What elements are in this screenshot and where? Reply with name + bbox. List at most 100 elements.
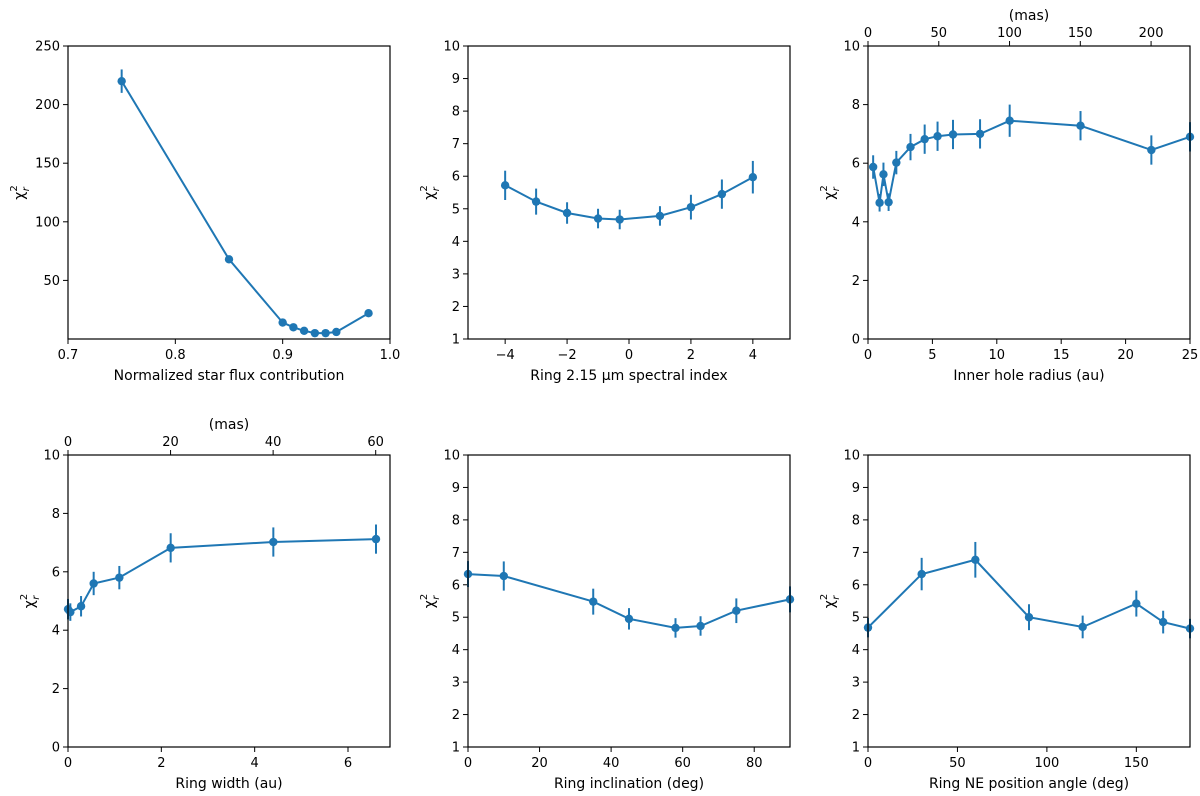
plot-frame — [67, 454, 391, 748]
data-point — [89, 579, 98, 588]
y-tick-label: 3 — [452, 676, 460, 691]
y-tick-label: 4 — [452, 643, 460, 658]
x-tick-label: 60 — [674, 756, 691, 771]
data-point — [732, 606, 741, 615]
x-tick-label: −4 — [496, 348, 515, 363]
data-point — [593, 214, 603, 223]
y-axis-label-base: χ — [22, 600, 38, 608]
y-tick-label: 200 — [35, 98, 60, 113]
y-axis-label-sub: r — [831, 186, 842, 191]
x-tick-label: 4 — [749, 348, 757, 363]
y-tick-label: 6 — [52, 565, 60, 580]
y-tick-label: 6 — [852, 157, 860, 172]
y-tick-label: 5 — [852, 611, 860, 626]
y-tick-label: 3 — [852, 676, 860, 691]
x-tick-label: 2 — [157, 756, 165, 771]
top-tick-label: 0 — [64, 435, 72, 450]
y-tick-label: 7 — [852, 546, 860, 561]
y-tick-label: 100 — [35, 215, 60, 230]
data-point — [696, 621, 705, 631]
y-axis-label-sup: 2 — [819, 185, 830, 191]
y-axis-label-sup: 2 — [9, 185, 20, 191]
y-tick-label: 10 — [843, 40, 860, 55]
data-layer — [868, 104, 1195, 212]
y-tick-label: 4 — [852, 643, 860, 658]
data-point — [531, 197, 541, 206]
series-line — [67, 538, 377, 614]
y-tick-label: 6 — [452, 170, 460, 185]
y-axis-label: χ2r — [819, 185, 842, 199]
x-tick-label: 6 — [344, 756, 352, 771]
y-axis-label-sub: r — [431, 186, 442, 191]
series-line — [504, 176, 754, 221]
data-point — [289, 323, 298, 332]
data-point — [748, 172, 758, 182]
y-axis-label-sup: 2 — [419, 594, 430, 600]
data-point — [66, 607, 75, 617]
data-point — [117, 76, 126, 86]
data-point — [1078, 622, 1087, 632]
y-axis-label-sup: 2 — [419, 185, 430, 191]
data-layer — [863, 541, 1195, 639]
y-axis-label-sup: 2 — [819, 594, 830, 600]
data-point — [364, 309, 373, 318]
data-point — [1132, 599, 1141, 608]
top-tick-label: 200 — [1139, 26, 1164, 41]
x-tick-label: 1.0 — [380, 348, 401, 363]
x-tick-label: 40 — [603, 756, 620, 771]
y-axis-label-sup: 2 — [19, 594, 30, 600]
series-line — [120, 80, 370, 335]
data-point — [278, 318, 287, 327]
y-tick-label: 9 — [852, 481, 860, 496]
x-axis-label: Ring NE position angle (deg) — [929, 776, 1129, 792]
y-axis-label: χ2r — [9, 185, 32, 199]
y-axis-label-sub: r — [831, 595, 842, 600]
top-tick-label: 0 — [864, 26, 872, 41]
y-tick-label: 0 — [852, 333, 860, 348]
panel-6: 0 50 100 150 1 2 3 4 5 6 7 8 9 10 Ring NE position ang… — [819, 449, 1195, 792]
y-tick-label: 8 — [852, 513, 860, 528]
data-point — [1147, 145, 1156, 155]
data-point — [971, 555, 980, 564]
y-axis-label-sub: r — [431, 595, 442, 600]
y-tick-label: 10 — [843, 449, 860, 464]
plot-frame — [467, 454, 791, 748]
x-tick-label: 0.7 — [58, 348, 79, 363]
y-tick-label: 6 — [452, 578, 460, 593]
x-tick-label: 0 — [64, 756, 72, 771]
data-point — [224, 255, 234, 264]
y-tick-label: 9 — [452, 481, 460, 496]
plot-frame — [867, 454, 1191, 748]
data-point — [562, 208, 572, 218]
y-axis-label-base: χ — [822, 600, 838, 608]
y-tick-label: 8 — [52, 507, 60, 522]
x-tick-label: 20 — [1117, 348, 1134, 363]
plot-frame — [67, 45, 391, 340]
series-line — [467, 573, 791, 629]
x-tick-label: 0 — [464, 756, 472, 771]
data-point — [920, 134, 929, 144]
x-tick-label: 25 — [1182, 348, 1199, 363]
data-layer — [63, 524, 381, 621]
x-tick-label: 20 — [531, 756, 548, 771]
y-tick-label: 8 — [852, 98, 860, 113]
top-tick-label: 60 — [367, 435, 384, 450]
y-tick-label: 1 — [452, 741, 460, 756]
data-point — [269, 537, 278, 547]
x-tick-label: 80 — [746, 756, 763, 771]
series-line — [872, 119, 1191, 203]
data-point — [299, 326, 309, 335]
data-point — [1024, 613, 1034, 622]
y-tick-label: 5 — [452, 202, 460, 217]
panel-2: −4 −2 0 2 4 1 2 3 4 5 6 7 8 9 10 Ring 2.15 μm spectral … — [419, 40, 791, 384]
y-tick-label: 2 — [52, 682, 60, 697]
data-point — [371, 534, 381, 544]
x-tick-label: 100 — [1034, 756, 1059, 771]
panel-5: 0 20 40 60 80 1 2 3 4 5 6 7 8 9 10 Ring inclination (de… — [419, 449, 795, 792]
data-point — [76, 602, 86, 611]
x-tick-label: 2 — [687, 348, 695, 363]
y-tick-label: 2 — [852, 708, 860, 723]
y-tick-label: 5 — [452, 611, 460, 626]
panel-1: 0.7 0.8 0.9 1.0 50 100 150 200 250 Normalized sta… — [9, 40, 400, 385]
y-tick-label: 9 — [452, 72, 460, 87]
